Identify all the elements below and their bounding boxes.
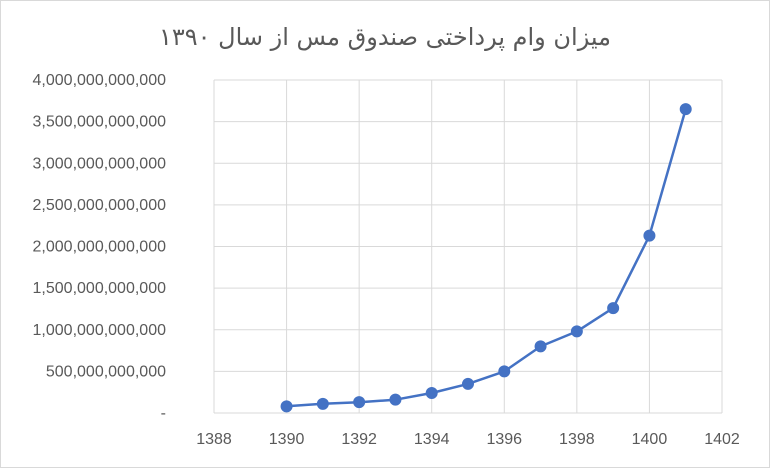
data-point xyxy=(570,325,583,338)
y-tick-label: 500,000,000,000 xyxy=(46,363,166,380)
chart-title: میزان وام پرداختی صندوق مس از سال ۱۳۹۰ xyxy=(159,23,611,51)
data-point xyxy=(607,302,620,315)
data-point xyxy=(353,396,366,409)
y-tick-label: 4,000,000,000,000 xyxy=(33,72,167,89)
y-tick-label: 3,000,000,000,000 xyxy=(33,155,167,172)
x-tick-label: 1402 xyxy=(704,431,740,448)
x-tick-label: 1396 xyxy=(486,431,522,448)
grid-lines xyxy=(214,79,723,413)
data-point xyxy=(316,397,329,410)
x-tick-label: 1394 xyxy=(414,431,450,448)
data-point xyxy=(389,393,402,406)
x-tick-label: 1392 xyxy=(341,431,377,448)
series-line xyxy=(286,108,687,408)
series-layer xyxy=(280,103,692,413)
y-tick-label: 3,500,000,000,000 xyxy=(33,114,167,131)
x-tick-label: 1400 xyxy=(632,431,668,448)
y-tick-label: 1,500,000,000,000 xyxy=(33,280,167,297)
x-tick-label: 1390 xyxy=(269,431,305,448)
data-point xyxy=(425,387,438,400)
data-point xyxy=(280,400,293,413)
data-point xyxy=(462,377,474,390)
data-point xyxy=(679,103,692,116)
y-tick-label: - xyxy=(161,405,166,422)
axes xyxy=(213,80,722,414)
data-point xyxy=(643,229,656,242)
y-tick-label: 1,000,000,000,000 xyxy=(33,322,167,339)
data-point xyxy=(498,365,511,378)
y-tick-label: 2,000,000,000,000 xyxy=(33,239,167,256)
y-tick-label: 2,500,000,000,000 xyxy=(33,197,167,214)
x-tick-label: 1388 xyxy=(196,431,232,448)
data-point xyxy=(534,340,547,353)
x-tick-label: 1398 xyxy=(559,431,595,448)
tick-labels: - 500,000,000,000 1,000,000,000,000 1,500,0… xyxy=(33,72,740,448)
